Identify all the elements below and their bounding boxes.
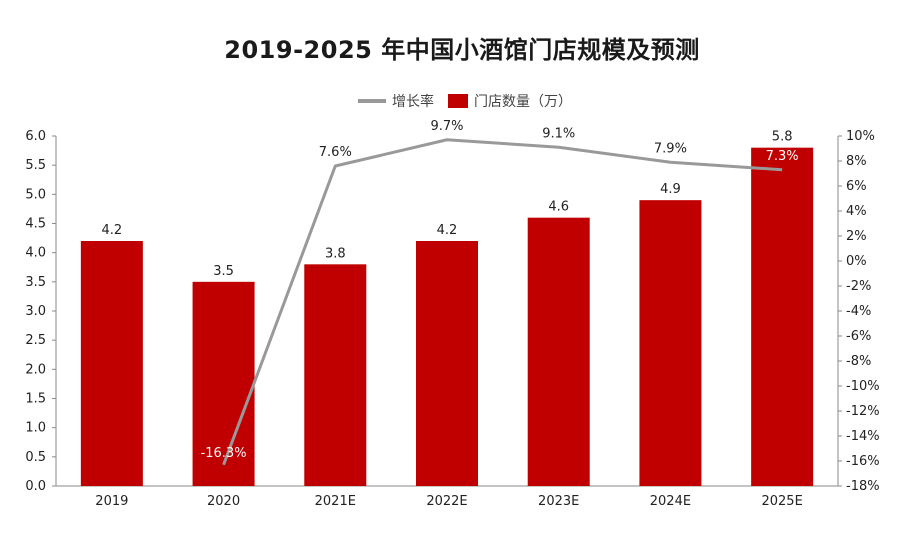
right-tick-label: -4% bbox=[846, 304, 871, 319]
bar-data-label: 3.8 bbox=[325, 246, 346, 261]
left-tick-label: 5.5 bbox=[25, 158, 46, 173]
bar-data-label: 4.9 bbox=[660, 182, 681, 197]
legend-bar-swatch bbox=[448, 94, 468, 108]
right-tick-label: -12% bbox=[846, 404, 880, 419]
line-data-label: 9.7% bbox=[430, 119, 463, 134]
right-tick-label: 8% bbox=[846, 154, 867, 169]
legend-line-swatch bbox=[358, 99, 386, 103]
legend-line-label: 增长率 bbox=[392, 94, 434, 110]
chart-title: 2019-2025 年中国小酒馆门店规模及预测 bbox=[224, 36, 700, 64]
right-tick-label: -6% bbox=[846, 329, 871, 344]
left-tick-label: 6.0 bbox=[25, 129, 46, 144]
left-tick-label: 0.0 bbox=[25, 479, 46, 494]
x-tick-label: 2022E bbox=[426, 494, 467, 509]
x-tick-label: 2019 bbox=[95, 494, 128, 509]
left-tick-label: 2.5 bbox=[25, 333, 46, 348]
bar bbox=[527, 217, 590, 486]
bar bbox=[304, 264, 367, 486]
x-tick-label: 2024E bbox=[650, 494, 691, 509]
bar-data-label: 5.8 bbox=[772, 130, 793, 145]
legend: 增长率 门店数量（万） bbox=[358, 91, 572, 111]
left-tick-label: 4.5 bbox=[25, 217, 46, 232]
legend-bar-label: 门店数量（万） bbox=[474, 94, 572, 110]
x-tick-label: 2021E bbox=[315, 494, 356, 509]
x-tick-label: 2023E bbox=[538, 494, 579, 509]
right-tick-label: 4% bbox=[846, 204, 867, 219]
right-tick-label: 10% bbox=[846, 129, 875, 144]
line-data-label: 7.3% bbox=[766, 149, 799, 164]
left-tick-label: 3.0 bbox=[25, 304, 46, 319]
left-tick-label: 1.5 bbox=[25, 392, 46, 407]
right-tick-label: -10% bbox=[846, 379, 880, 394]
bar bbox=[192, 281, 255, 486]
right-tick-label: 6% bbox=[846, 179, 867, 194]
x-tick-label: 2020 bbox=[207, 494, 240, 509]
right-tick-label: -8% bbox=[846, 354, 871, 369]
bar bbox=[80, 241, 143, 486]
bar-data-label: 3.5 bbox=[213, 264, 234, 279]
x-tick-label: 2025E bbox=[761, 494, 802, 509]
left-tick-label: 2.0 bbox=[25, 362, 46, 377]
left-tick-label: 1.0 bbox=[25, 421, 46, 436]
line-data-label: 9.1% bbox=[542, 126, 575, 141]
left-tick-label: 3.5 bbox=[25, 275, 46, 290]
right-tick-label: -18% bbox=[846, 479, 880, 494]
bar-data-label: 4.2 bbox=[102, 223, 123, 238]
bar bbox=[751, 147, 814, 486]
bar-data-label: 4.2 bbox=[437, 223, 458, 238]
growth-line bbox=[222, 138, 783, 466]
right-tick-label: -16% bbox=[846, 454, 880, 469]
line-data-label: 7.9% bbox=[654, 141, 687, 156]
left-tick-label: 4.0 bbox=[25, 246, 46, 261]
right-tick-label: -2% bbox=[846, 279, 871, 294]
right-tick-label: 2% bbox=[846, 229, 867, 244]
bar bbox=[639, 200, 702, 486]
left-tick-label: 0.5 bbox=[25, 450, 46, 465]
right-tick-label: -14% bbox=[846, 429, 880, 444]
bar-data-label: 4.6 bbox=[548, 200, 569, 215]
bar bbox=[416, 241, 478, 486]
line-data-label: -16.3% bbox=[201, 446, 247, 461]
line-data-label: 7.6% bbox=[319, 145, 352, 160]
left-tick-label: 5.0 bbox=[25, 187, 46, 202]
right-tick-label: 0% bbox=[846, 254, 867, 269]
